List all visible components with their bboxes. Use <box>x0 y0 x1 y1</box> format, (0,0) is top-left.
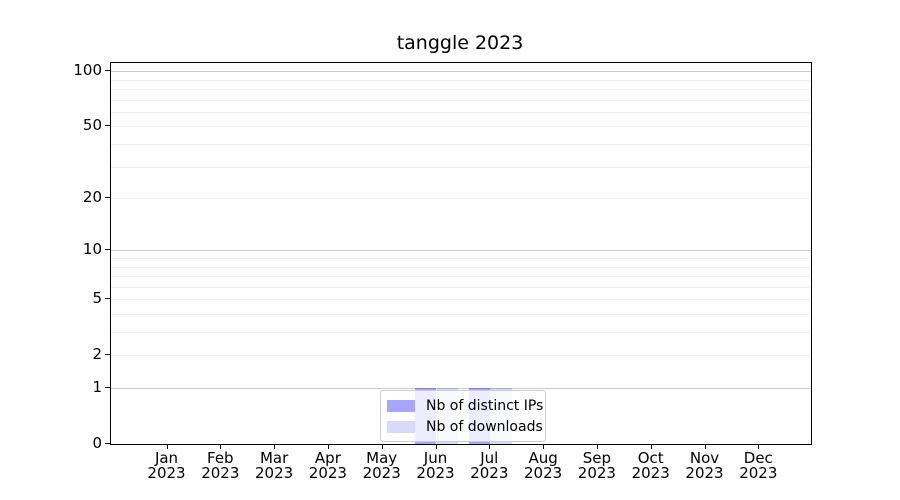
gridline-minor <box>111 355 811 357</box>
y-tick-label: 5 <box>92 289 102 308</box>
x-tick-label: Apr 2023 <box>308 449 347 482</box>
x-tick-mark <box>166 444 168 449</box>
chart-title: tanggle 2023 <box>396 32 524 54</box>
gridline-major <box>111 71 811 73</box>
gridline-minor <box>111 257 811 259</box>
gridline-minor <box>111 143 811 145</box>
x-tick-label: Jan 2023 <box>147 449 186 482</box>
legend-entry-downloads: Nb of downloads <box>387 420 543 434</box>
x-tick-mark <box>650 444 652 449</box>
legend-swatch-distinct-ips <box>387 399 415 412</box>
x-tick-mark <box>220 444 222 449</box>
gridline-minor <box>111 314 811 315</box>
y-tick-mark <box>105 387 110 388</box>
gridline-major <box>111 250 811 252</box>
y-tick-mark <box>105 298 110 300</box>
y-tick-mark <box>105 443 110 444</box>
gridline-minor <box>111 166 811 168</box>
legend-label-downloads: Nb of downloads <box>426 418 543 435</box>
y-tick-mark <box>105 125 110 127</box>
x-tick-mark <box>274 444 276 449</box>
gridline-minor <box>111 299 811 301</box>
x-tick-mark <box>489 444 491 449</box>
y-tick-label: 0 <box>92 434 102 452</box>
x-tick-label: Aug 2023 <box>524 449 563 482</box>
y-tick-mark <box>105 70 110 72</box>
x-tick-label: Jun 2023 <box>416 449 455 482</box>
gridline-minor <box>111 286 811 288</box>
legend-swatch-downloads <box>387 420 415 433</box>
x-tick-label: May 2023 <box>362 449 401 482</box>
y-tick-label: 100 <box>73 61 102 80</box>
x-tick-label: Nov 2023 <box>685 449 724 482</box>
legend: Nb of distinct IPs Nb of downloads <box>380 390 546 442</box>
gridline-minor <box>111 79 811 81</box>
x-tick-mark <box>435 444 437 449</box>
x-tick-label: Feb 2023 <box>201 449 240 482</box>
y-tick-label: 50 <box>82 116 102 135</box>
y-tick-mark <box>105 197 110 198</box>
gridline-minor <box>111 126 811 128</box>
gridline-minor <box>111 88 811 90</box>
y-tick-label: 2 <box>92 345 102 364</box>
x-tick-mark <box>543 444 545 449</box>
x-tick-label: Dec 2023 <box>739 449 778 482</box>
y-tick-mark <box>105 249 110 251</box>
x-tick-mark <box>381 444 383 449</box>
x-tick-label: Oct 2023 <box>631 449 670 482</box>
x-tick-mark <box>704 444 706 449</box>
legend-entry-distinct-ips: Nb of distinct IPs <box>387 399 543 413</box>
gridline-minor <box>111 276 811 277</box>
plot-area: Nb of distinct IPs Nb of downloads <box>110 62 812 445</box>
gridline-major <box>111 388 811 389</box>
y-tick-label: 10 <box>82 240 102 259</box>
gridline-minor <box>111 266 811 268</box>
y-tick-label: 1 <box>92 378 102 396</box>
gridline-minor <box>111 332 811 333</box>
x-tick-label: Jul 2023 <box>470 449 509 482</box>
gridline-minor <box>111 99 811 101</box>
y-tick-label: 20 <box>82 188 102 206</box>
gridline-minor <box>111 111 811 113</box>
gridline-minor <box>111 198 811 199</box>
x-tick-label: Mar 2023 <box>255 449 294 482</box>
x-tick-mark <box>758 444 760 449</box>
x-tick-mark <box>596 444 598 449</box>
y-tick-mark <box>105 354 110 356</box>
x-tick-label: Sep 2023 <box>577 449 616 482</box>
x-tick-mark <box>327 444 329 449</box>
legend-label-distinct-ips: Nb of distinct IPs <box>426 397 544 414</box>
